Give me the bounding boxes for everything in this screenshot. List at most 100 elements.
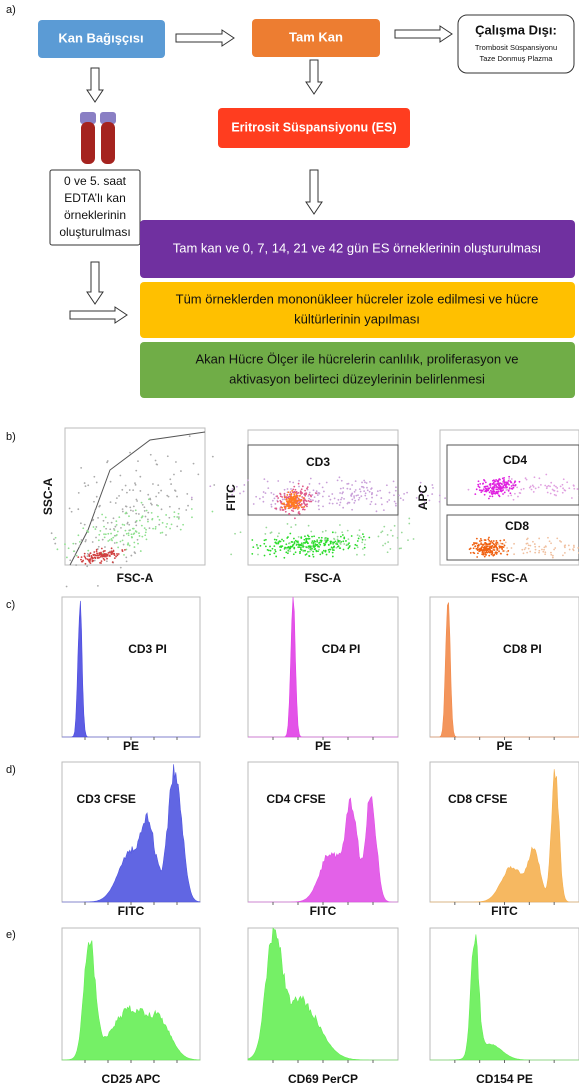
event-dot: [496, 491, 498, 493]
event-dot: [287, 488, 289, 490]
event-dot: [298, 543, 300, 545]
event-dot: [573, 488, 575, 490]
event-dot: [573, 545, 575, 547]
event-dot: [493, 554, 495, 556]
event-dot: [281, 539, 283, 541]
event-dot: [293, 493, 295, 495]
event-dot: [97, 585, 99, 587]
event-dot: [369, 481, 371, 483]
event-dot: [276, 495, 278, 497]
gate-label: CD8: [505, 519, 529, 533]
event-dot: [116, 542, 118, 544]
event-dot: [122, 539, 124, 541]
event-dot: [94, 560, 96, 562]
event-dot: [356, 545, 358, 547]
event-dot: [81, 561, 83, 563]
event-dot: [173, 516, 175, 518]
event-dot: [155, 460, 157, 462]
event-dot: [416, 497, 418, 499]
event-dot: [496, 540, 498, 542]
event-dot: [134, 482, 136, 484]
event-dot: [511, 485, 513, 487]
event-dot: [375, 503, 377, 505]
event-dot: [556, 487, 558, 489]
event-dot: [307, 486, 309, 488]
event-dot: [571, 497, 573, 499]
event-dot: [292, 482, 294, 484]
y-axis-label: FITC: [224, 484, 238, 511]
event-dot: [90, 552, 92, 554]
event-dot: [259, 498, 261, 500]
event-dot: [281, 545, 283, 547]
event-dot: [139, 535, 141, 537]
event-dot: [290, 506, 292, 508]
event-dot: [509, 487, 511, 489]
event-dot: [144, 534, 146, 536]
event-dot: [80, 559, 82, 561]
event-dot: [573, 546, 575, 548]
event-dot: [519, 481, 521, 483]
event-dot: [354, 547, 356, 549]
event-dot: [274, 542, 276, 544]
event-dot: [278, 532, 280, 534]
event-dot: [85, 563, 87, 565]
event-dot: [534, 476, 536, 478]
event-dot: [332, 556, 334, 558]
event-dot: [316, 550, 318, 552]
event-dot: [111, 553, 113, 555]
event-dot: [110, 501, 112, 503]
event-dot: [325, 551, 327, 553]
event-dot: [301, 506, 303, 508]
event-dot: [485, 482, 487, 484]
event-dot: [496, 549, 498, 551]
event-dot: [274, 539, 276, 541]
event-dot: [328, 544, 330, 546]
event-dot: [135, 509, 137, 511]
event-dot: [304, 535, 306, 537]
event-dot: [298, 483, 300, 485]
event-dot: [126, 492, 128, 494]
event-dot: [479, 483, 481, 485]
event-dot: [243, 484, 245, 486]
event-dot: [332, 503, 334, 505]
event-dot: [90, 558, 92, 560]
excluded-item: Trombosit Süspansiyonu: [475, 43, 557, 52]
event-dot: [554, 494, 556, 496]
event-dot: [137, 539, 139, 541]
event-dot: [376, 494, 378, 496]
event-dot: [94, 509, 96, 511]
event-dot: [303, 500, 305, 502]
event-dot: [142, 504, 144, 506]
event-dot: [165, 534, 167, 536]
event-dot: [133, 542, 135, 544]
event-dot: [360, 495, 362, 497]
event-dot: [390, 529, 392, 531]
event-dot: [493, 543, 495, 545]
event-dot: [533, 491, 535, 493]
event-dot: [477, 552, 479, 554]
event-dot: [300, 500, 302, 502]
event-dot: [288, 491, 290, 493]
event-dot: [302, 485, 304, 487]
x-axis-label: FITC: [118, 904, 145, 918]
event-dot: [77, 556, 79, 558]
event-dot: [265, 545, 267, 547]
event-dot: [492, 552, 494, 554]
event-dot: [358, 538, 360, 540]
event-dot: [351, 484, 353, 486]
event-dot: [75, 543, 77, 545]
event-dot: [397, 537, 399, 539]
event-dot: [135, 470, 137, 472]
event-dot: [85, 541, 87, 543]
event-dot: [84, 482, 86, 484]
event-dot: [555, 486, 557, 488]
event-dot: [309, 492, 311, 494]
event-dot: [493, 540, 495, 542]
event-dot: [345, 540, 347, 542]
event-dot: [546, 487, 548, 489]
event-dot: [316, 541, 318, 543]
event-dot: [114, 557, 116, 559]
event-dot: [105, 517, 107, 519]
event-dot: [308, 498, 310, 500]
event-dot: [564, 544, 566, 546]
